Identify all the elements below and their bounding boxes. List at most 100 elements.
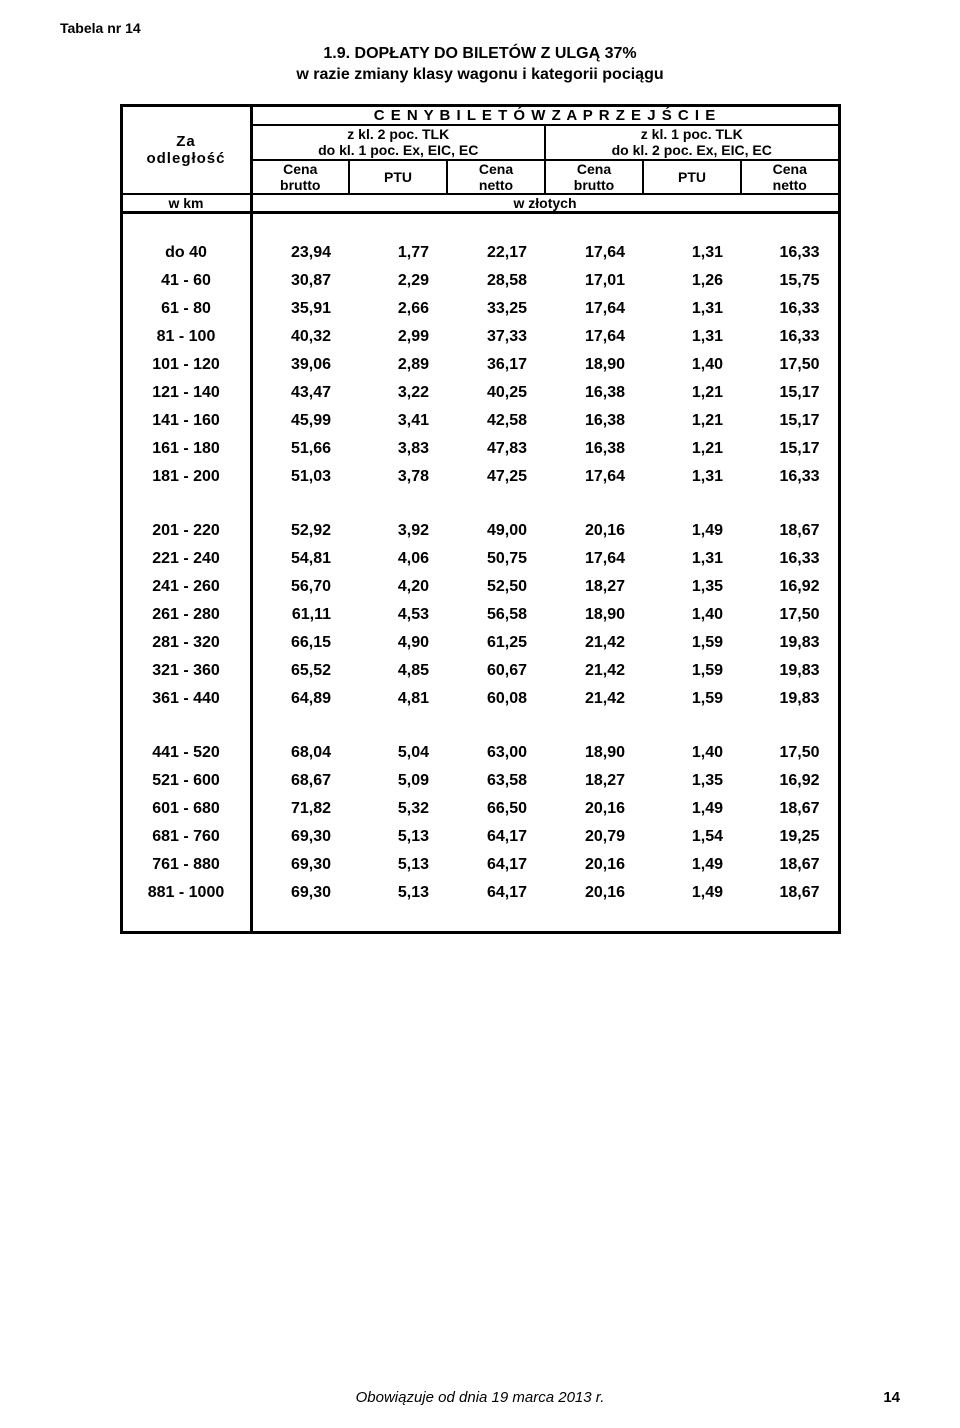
table-row: 161 - 18051,663,8347,8316,381,2115,17 (121, 435, 839, 463)
value-cell: 17,50 (741, 739, 839, 767)
value-cell: 1,49 (643, 851, 741, 879)
table-body: do 4023,941,7722,1717,641,3116,3341 - 60… (121, 213, 839, 933)
value-cell: 17,64 (545, 323, 643, 351)
header-ceny: C E N Y B I L E T Ó W Z A P R Z E J Ś C … (251, 105, 839, 125)
distance-cell: 281 - 320 (121, 629, 251, 657)
distance-cell: 881 - 1000 (121, 879, 251, 907)
value-cell: 1,35 (643, 767, 741, 795)
value-cell: 18,67 (741, 795, 839, 823)
spacer-cell (741, 213, 839, 239)
spacer-cell (545, 213, 643, 239)
page: Tabela nr 14 1.9. DOPŁATY DO BILETÓW Z U… (0, 0, 960, 1428)
value-cell: 2,29 (349, 267, 447, 295)
distance-cell: do 40 (121, 239, 251, 267)
value-cell: 1,21 (643, 407, 741, 435)
value-cell: 30,87 (251, 267, 349, 295)
title-line-2: w razie zmiany klasy wagonu i kategorii … (60, 65, 900, 86)
value-cell: 1,31 (643, 463, 741, 491)
hdr-cena-brutto-1: Cenabrutto (251, 160, 349, 194)
distance-cell: 201 - 220 (121, 517, 251, 545)
spacer-cell (741, 713, 839, 739)
spacer-cell (251, 491, 349, 517)
value-cell: 5,09 (349, 767, 447, 795)
distance-cell: 441 - 520 (121, 739, 251, 767)
value-cell: 15,17 (741, 407, 839, 435)
distance-cell: 81 - 100 (121, 323, 251, 351)
distance-cell: 161 - 180 (121, 435, 251, 463)
value-cell: 4,20 (349, 573, 447, 601)
distance-cell: 261 - 280 (121, 601, 251, 629)
value-cell: 61,11 (251, 601, 349, 629)
table-row: 81 - 10040,322,9937,3317,641,3116,33 (121, 323, 839, 351)
value-cell: 1,21 (643, 379, 741, 407)
distance-cell: 61 - 80 (121, 295, 251, 323)
spacer-cell (251, 213, 349, 239)
value-cell: 17,64 (545, 295, 643, 323)
value-cell: 4,06 (349, 545, 447, 573)
value-cell: 16,33 (741, 323, 839, 351)
value-cell: 28,58 (447, 267, 545, 295)
table-row: 41 - 6030,872,2928,5817,011,2615,75 (121, 267, 839, 295)
value-cell: 20,16 (545, 879, 643, 907)
table-row: 361 - 44064,894,8160,0821,421,5919,83 (121, 685, 839, 713)
value-cell: 21,42 (545, 657, 643, 685)
value-cell: 68,67 (251, 767, 349, 795)
value-cell: 16,33 (741, 295, 839, 323)
value-cell: 52,50 (447, 573, 545, 601)
spacer-cell (447, 713, 545, 739)
hdr-w-zlotych: w złotych (251, 194, 839, 213)
value-cell: 23,94 (251, 239, 349, 267)
hdr-cena-netto-1: Cenanetto (447, 160, 545, 194)
hdr-cena-netto-2: Cenanetto (741, 160, 839, 194)
distance-cell: 41 - 60 (121, 267, 251, 295)
value-cell: 19,83 (741, 629, 839, 657)
spacer-cell (447, 907, 545, 933)
footer-text: Obowiązuje od dnia 19 marca 2013 r. (0, 1389, 960, 1406)
value-cell: 1,31 (643, 545, 741, 573)
value-cell: 1,54 (643, 823, 741, 851)
value-cell: 64,17 (447, 879, 545, 907)
spacer-cell (349, 213, 447, 239)
distance-cell: 121 - 140 (121, 379, 251, 407)
table-row: 61 - 8035,912,6633,2517,641,3116,33 (121, 295, 839, 323)
distance-cell: 681 - 760 (121, 823, 251, 851)
value-cell: 1,77 (349, 239, 447, 267)
value-cell: 47,83 (447, 435, 545, 463)
value-cell: 4,85 (349, 657, 447, 685)
distance-cell: 321 - 360 (121, 657, 251, 685)
value-cell: 21,42 (545, 685, 643, 713)
value-cell: 20,79 (545, 823, 643, 851)
distance-cell: 141 - 160 (121, 407, 251, 435)
value-cell: 1,40 (643, 739, 741, 767)
table-row: 321 - 36065,524,8560,6721,421,5919,83 (121, 657, 839, 685)
value-cell: 5,04 (349, 739, 447, 767)
value-cell: 2,66 (349, 295, 447, 323)
spacer-cell (121, 907, 251, 933)
value-cell: 20,16 (545, 795, 643, 823)
table-row: 601 - 68071,825,3266,5020,161,4918,67 (121, 795, 839, 823)
spacer-cell (251, 713, 349, 739)
value-cell: 18,67 (741, 517, 839, 545)
value-cell: 15,17 (741, 435, 839, 463)
spacer-cell (349, 907, 447, 933)
value-cell: 3,22 (349, 379, 447, 407)
value-cell: 18,67 (741, 851, 839, 879)
title-line-1: 1.9. DOPŁATY DO BILETÓW Z ULGĄ 37% (60, 44, 900, 65)
value-cell: 52,92 (251, 517, 349, 545)
value-cell: 60,08 (447, 685, 545, 713)
hdr-cena-brutto-2: Cenabrutto (545, 160, 643, 194)
value-cell: 2,89 (349, 351, 447, 379)
table-row: 281 - 32066,154,9061,2521,421,5919,83 (121, 629, 839, 657)
value-cell: 51,66 (251, 435, 349, 463)
value-cell: 66,15 (251, 629, 349, 657)
value-cell: 1,59 (643, 685, 741, 713)
value-cell: 18,90 (545, 351, 643, 379)
header-za-odleglosc: Za odległość (121, 105, 251, 194)
distance-cell: 181 - 200 (121, 463, 251, 491)
value-cell: 3,78 (349, 463, 447, 491)
value-cell: 56,70 (251, 573, 349, 601)
value-cell: 16,38 (545, 435, 643, 463)
value-cell: 20,16 (545, 851, 643, 879)
table-row: 261 - 28061,114,5356,5818,901,4017,50 (121, 601, 839, 629)
value-cell: 1,49 (643, 879, 741, 907)
